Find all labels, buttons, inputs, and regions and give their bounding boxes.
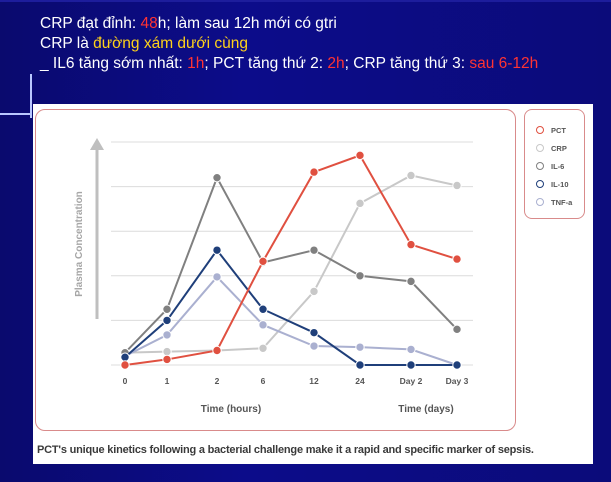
data-point-crp bbox=[162, 346, 172, 357]
y-axis-arrowhead bbox=[90, 138, 104, 150]
data-point-il-10 bbox=[309, 327, 319, 338]
data-point-pct bbox=[162, 354, 172, 365]
text-line-3: _ IL6 tăng sớm nhất: 1h; PCT tăng thứ 2:… bbox=[40, 54, 538, 74]
figure-panel: Plasma Concentration 0 1 2 6 12 24 Day 2 Day 3 Ti… bbox=[33, 104, 593, 464]
data-point-tnf-a bbox=[258, 320, 268, 330]
data-point-crp bbox=[452, 180, 462, 191]
series-line-il-6 bbox=[124, 175, 458, 354]
legend-item-crp: CRP bbox=[525, 139, 584, 157]
text-line-3-e: ; CRP tăng thứ 3: bbox=[344, 55, 470, 72]
data-point-il-6 bbox=[212, 172, 222, 183]
text-line-1-highlight: 48 bbox=[140, 15, 158, 32]
y-axis-label: Plasma Concentration bbox=[74, 191, 85, 297]
data-point-crp bbox=[355, 198, 365, 209]
chart-legend: PCT CRP IL-6 IL-10 TNF-a bbox=[524, 109, 585, 219]
x-tick-label: 6 bbox=[261, 376, 266, 386]
x-tick-label: Day 2 bbox=[400, 376, 423, 386]
x-axis-label-hours: Time (hours) bbox=[201, 404, 261, 415]
data-point-il-6 bbox=[309, 245, 319, 255]
accent-line-vertical bbox=[30, 74, 32, 118]
legend-label: TNF-a bbox=[551, 197, 573, 207]
legend-label: IL-10 bbox=[551, 179, 569, 189]
data-point-il-10 bbox=[258, 304, 268, 314]
text-line-3-c: ; PCT tăng thứ 2: bbox=[204, 55, 328, 72]
data-point-il-6 bbox=[355, 271, 365, 281]
top-border-line bbox=[0, 0, 611, 2]
figure-caption: PCT's unique kinetics following a bacter… bbox=[37, 444, 534, 456]
data-point-il-10 bbox=[162, 315, 172, 326]
text-line-2-a: CRP là bbox=[40, 35, 94, 52]
slide-text: CRP đạt đỉnh: 48h; làm sau 12h mới có gt… bbox=[40, 14, 538, 74]
x-tick-label: Day 3 bbox=[446, 376, 469, 386]
text-line-1: CRP đạt đỉnh: 48h; làm sau 12h mới có gt… bbox=[40, 14, 538, 34]
chart-frame bbox=[35, 109, 516, 431]
data-point-pct bbox=[212, 345, 222, 356]
data-point-pct bbox=[258, 256, 268, 267]
data-point-il-10 bbox=[120, 352, 130, 362]
data-point-tnf-a bbox=[162, 330, 172, 340]
data-point-il-6 bbox=[406, 276, 416, 287]
x-axis-label-days: Time (days) bbox=[398, 404, 453, 415]
legend-item-il-10: IL-10 bbox=[525, 175, 584, 193]
text-line-1-a: CRP đạt đỉnh: bbox=[40, 15, 141, 32]
legend-item-tnf-a: TNF-a bbox=[525, 193, 584, 211]
x-tick-label: 1 bbox=[165, 376, 170, 386]
data-point-pct bbox=[355, 150, 365, 161]
data-point-pct bbox=[309, 167, 319, 177]
text-line-1-c: h; làm sau 12h mới có gtri bbox=[157, 15, 337, 32]
text-line-3-a: _ IL6 tăng sớm nhất: bbox=[40, 55, 188, 72]
x-tick-label: 0 bbox=[123, 376, 128, 386]
accent-line-horizontal bbox=[0, 113, 32, 115]
data-point-il-10 bbox=[355, 360, 365, 370]
x-tick-label: 2 bbox=[215, 376, 220, 386]
legend-item-il-6: IL-6 bbox=[525, 157, 584, 175]
legend-marker-icon bbox=[536, 198, 544, 206]
data-point-il-6 bbox=[452, 324, 462, 335]
series-line-il-10 bbox=[124, 248, 457, 366]
legend-label: CRP bbox=[551, 143, 567, 153]
data-point-pct bbox=[120, 360, 130, 370]
text-line-3-highlight-3: sau 6-12h bbox=[469, 55, 539, 72]
data-point-pct bbox=[452, 254, 462, 264]
text-line-3-highlight-1: 1h bbox=[187, 55, 205, 72]
series-line-tnf-a bbox=[124, 275, 458, 366]
data-point-il-6 bbox=[162, 304, 172, 314]
legend-label: IL-6 bbox=[551, 161, 565, 171]
text-line-2: CRP là đường xám dưới cùng bbox=[40, 34, 538, 54]
data-point-crp bbox=[406, 170, 416, 181]
series-line-pct bbox=[124, 154, 458, 366]
data-point-pct bbox=[406, 239, 416, 250]
legend-marker-icon bbox=[536, 126, 544, 134]
data-point-crp bbox=[309, 286, 319, 297]
text-line-2-highlight: đường xám dưới cùng bbox=[93, 35, 248, 52]
data-point-tnf-a bbox=[212, 272, 222, 282]
series-line-crp bbox=[124, 174, 458, 354]
legend-label: PCT bbox=[551, 125, 566, 135]
data-point-il-10 bbox=[212, 245, 222, 255]
legend-marker-icon bbox=[536, 162, 544, 170]
data-point-il-10 bbox=[452, 360, 462, 370]
data-point-tnf-a bbox=[355, 342, 365, 352]
legend-marker-icon bbox=[536, 180, 544, 188]
legend-marker-icon bbox=[536, 144, 544, 152]
x-tick-label: 12 bbox=[309, 376, 319, 386]
legend-item-pct: PCT bbox=[525, 121, 584, 139]
data-point-crp bbox=[258, 343, 268, 353]
data-point-tnf-a bbox=[309, 341, 319, 351]
data-point-il-10 bbox=[406, 360, 416, 370]
data-point-tnf-a bbox=[406, 344, 416, 355]
x-tick-label: 24 bbox=[355, 376, 365, 386]
text-line-3-highlight-2: 2h bbox=[327, 55, 345, 72]
